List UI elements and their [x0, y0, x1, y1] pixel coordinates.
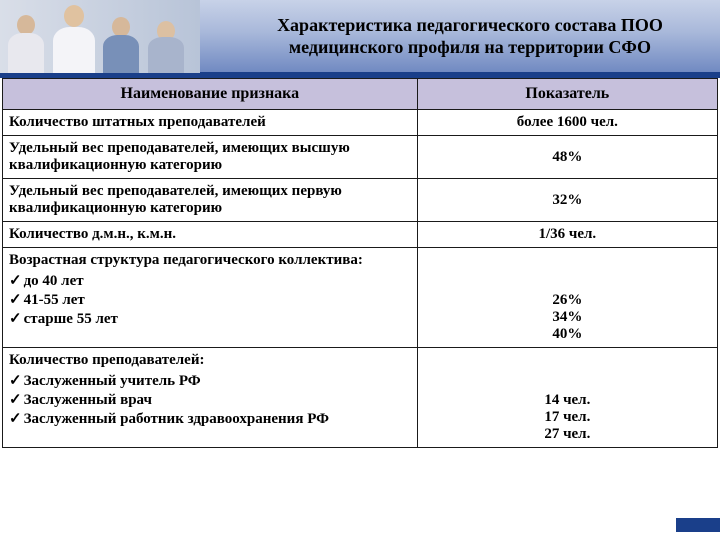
- row-teachers-values: 14 чел. 17 чел. 27 чел.: [417, 348, 717, 448]
- row-name: Количество д.м.н., к.м.н.: [3, 222, 418, 248]
- value: 14 чел.: [424, 392, 711, 409]
- list-item: Заслуженный учитель РФ: [9, 371, 411, 390]
- value: 17 чел.: [424, 409, 711, 426]
- list-item: Заслуженный врач: [9, 390, 411, 409]
- row-value: более 1600 чел.: [417, 110, 717, 136]
- list-item: 41-55 лет: [9, 290, 411, 309]
- list-item: Заслуженный работник здравоохранения РФ: [9, 409, 411, 428]
- row-value: 48%: [417, 136, 717, 179]
- col-header-value: Показатель: [417, 79, 717, 110]
- value: 34%: [424, 309, 711, 326]
- list-item: до 40 лет: [9, 271, 411, 290]
- row-name: Количество штатных преподавателей: [3, 110, 418, 136]
- header-photo: [0, 0, 200, 73]
- slide-title: Характеристика педагогического состава П…: [230, 14, 710, 59]
- footer-accent: [676, 518, 720, 532]
- data-table: Наименование признака Показатель Количес…: [2, 78, 718, 448]
- value: 26%: [424, 292, 711, 309]
- col-header-name: Наименование признака: [3, 79, 418, 110]
- value: 27 чел.: [424, 426, 711, 443]
- slide-header: Характеристика педагогического состава П…: [0, 0, 720, 74]
- group-title: Возрастная структура педагогического кол…: [9, 252, 363, 268]
- row-teachers-count: Количество преподавателей: Заслуженный у…: [3, 348, 418, 448]
- row-age-values: 26% 34% 40%: [417, 248, 717, 348]
- row-age-structure: Возрастная структура педагогического кол…: [3, 248, 418, 348]
- row-value: 1/36 чел.: [417, 222, 717, 248]
- row-name: Удельный вес преподавателей, имеющих пер…: [3, 179, 418, 222]
- value: 40%: [424, 326, 711, 343]
- row-name: Удельный вес преподавателей, имеющих выс…: [3, 136, 418, 179]
- group-title: Количество преподавателей:: [9, 352, 204, 368]
- row-value: 32%: [417, 179, 717, 222]
- list-item: старше 55 лет: [9, 309, 411, 328]
